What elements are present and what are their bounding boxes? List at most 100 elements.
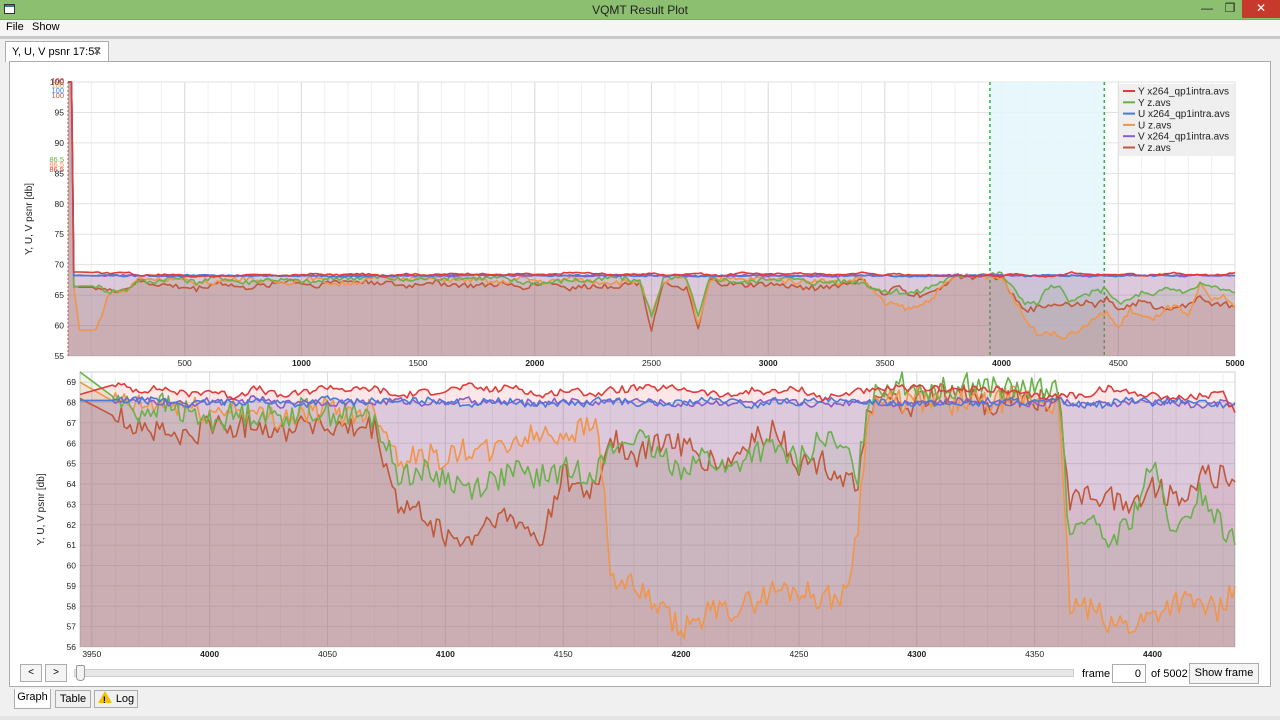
- tab-graph[interactable]: Graph: [14, 689, 51, 709]
- series-line: [79, 371, 1236, 549]
- y-tick-label: 61: [67, 540, 77, 550]
- plot-tab-bar: Y, U, V psnr 17:57 ✕: [3, 40, 1275, 62]
- tab-log[interactable]: Log: [94, 690, 138, 708]
- tab-label: Y, U, V psnr 17:57: [12, 46, 101, 58]
- legend-entry: U x264_qp1intra.avs: [1138, 109, 1230, 120]
- y-tick-label: 90: [55, 138, 65, 148]
- series-line: [68, 81, 1236, 318]
- zoom-chart[interactable]: 3950 4000 4050 4100 4150 4200 4250 4300 4350 4400…: [36, 371, 1236, 659]
- y-tick-label: 85: [55, 168, 65, 178]
- menu-show[interactable]: Show: [32, 21, 60, 33]
- series-area: [68, 82, 1235, 356]
- y-tick-label: 60: [67, 561, 77, 571]
- start-value-marker: 86.5: [49, 155, 64, 164]
- x-tick-label: 4300: [907, 649, 926, 659]
- series-area: [68, 82, 1235, 356]
- title-bar: VQMT Result Plot — ❐ ✕: [0, 0, 1280, 20]
- y-axis-label: Y, U, V psnr [db]: [24, 183, 35, 255]
- x-tick-label: 3950: [82, 649, 101, 659]
- frame-label: frame: [1082, 668, 1111, 680]
- menu-file[interactable]: File: [6, 21, 24, 33]
- start-value-marker: 86.5: [49, 165, 64, 174]
- show-frame-button[interactable]: Show frame: [1189, 663, 1259, 684]
- y-tick-label: 60: [55, 321, 65, 331]
- frame-slider-track[interactable]: [74, 669, 1074, 677]
- y-tick-label: 80: [55, 199, 65, 209]
- x-tick-label: 4000: [200, 649, 219, 659]
- x-tick-label: 4050: [318, 649, 337, 659]
- charts-svg[interactable]: 500 1000 1500 2000 2500 3000 3500 4000 4500 5000 5…: [10, 62, 1272, 688]
- y-tick-label: 65: [67, 459, 77, 469]
- minimize-button[interactable]: —: [1201, 1, 1213, 15]
- y-tick-label: 100: [50, 77, 64, 87]
- y-tick-label: 68: [67, 398, 77, 408]
- x-tick-label: 4200: [672, 649, 691, 659]
- y-tick-label: 65: [55, 290, 65, 300]
- start-value-marker: 100: [51, 91, 64, 100]
- series-line: [80, 395, 1235, 409]
- legend-entry: V x264_qp1intra.avs: [1138, 132, 1229, 143]
- x-tick-label: 4000: [992, 358, 1011, 368]
- series-area: [80, 382, 1235, 647]
- y-tick-label: 70: [55, 260, 65, 270]
- menu-bar: File Show: [0, 20, 1280, 36]
- y-tick-label: 69: [67, 377, 77, 387]
- prev-frame-button[interactable]: <: [20, 664, 42, 682]
- warning-icon: [97, 691, 112, 708]
- start-value-marker: 86.5: [49, 160, 64, 169]
- selection-band: [989, 82, 1105, 356]
- series-area: [80, 372, 1235, 647]
- series-area: [68, 82, 1235, 356]
- x-tick-label: 4100: [436, 649, 455, 659]
- legend-entry: V z.avs: [1138, 143, 1171, 154]
- x-tick-label: 4350: [1025, 649, 1044, 659]
- y-tick-label: 58: [67, 601, 77, 611]
- legend-entry: Y x264_qp1intra.avs: [1138, 87, 1229, 98]
- y-tick-label: 59: [67, 581, 77, 591]
- x-tick-label: 4400: [1143, 649, 1162, 659]
- y-tick-label: 57: [67, 622, 77, 632]
- frame-border: [0, 36, 1280, 39]
- plot-area: 500 1000 1500 2000 2500 3000 3500 4000 4500 5000 5…: [9, 61, 1271, 687]
- y-tick-label: 75: [55, 229, 65, 239]
- frame-input[interactable]: [1112, 664, 1146, 683]
- series-area: [80, 383, 1235, 647]
- x-tick-label: 4250: [789, 649, 808, 659]
- series-line: [68, 81, 1236, 332]
- close-button[interactable]: ✕: [1242, 0, 1280, 18]
- y-tick-label: 66: [67, 438, 77, 448]
- y-tick-label: 63: [67, 499, 77, 509]
- close-tab-icon[interactable]: ✕: [92, 46, 102, 58]
- app-icon: [4, 4, 15, 14]
- series-area: [80, 383, 1235, 647]
- series-line: [68, 81, 1236, 278]
- start-value-marker: 100: [51, 86, 64, 95]
- tab-table[interactable]: Table: [55, 690, 91, 708]
- overview-chart[interactable]: 500 1000 1500 2000 2500 3000 3500 4000 4500 5000 5…: [24, 76, 1245, 368]
- x-tick-label: 3000: [759, 358, 778, 368]
- x-tick-label: 4150: [554, 649, 573, 659]
- start-value-marker: 100: [51, 76, 64, 85]
- series-area: [80, 395, 1235, 647]
- x-tick-label: 500: [178, 358, 192, 368]
- y-tick-label: 64: [67, 479, 77, 489]
- next-frame-button[interactable]: >: [45, 664, 67, 682]
- y-axis-label: Y, U, V psnr [db]: [36, 473, 47, 545]
- y-tick-label: 56: [67, 642, 77, 652]
- start-value-marker: 100: [51, 81, 64, 90]
- x-tick-label: 1500: [409, 358, 428, 368]
- y-tick-label: 67: [67, 418, 77, 428]
- tab-graph-label: Graph: [17, 691, 48, 703]
- series-line: [79, 382, 1236, 414]
- x-tick-label: 3500: [875, 358, 894, 368]
- x-tick-label: 2500: [642, 358, 661, 368]
- legend-background: [1119, 84, 1235, 156]
- y-tick-label: 62: [67, 520, 77, 530]
- maximize-button[interactable]: ❐: [1224, 1, 1236, 15]
- x-tick-label: 5000: [1226, 358, 1245, 368]
- series-area: [68, 82, 1235, 356]
- frame-slider-handle[interactable]: [76, 665, 85, 681]
- legend-entry: Y z.avs: [1138, 98, 1171, 109]
- tab-yuv-psnr[interactable]: Y, U, V psnr 17:57 ✕: [5, 41, 109, 62]
